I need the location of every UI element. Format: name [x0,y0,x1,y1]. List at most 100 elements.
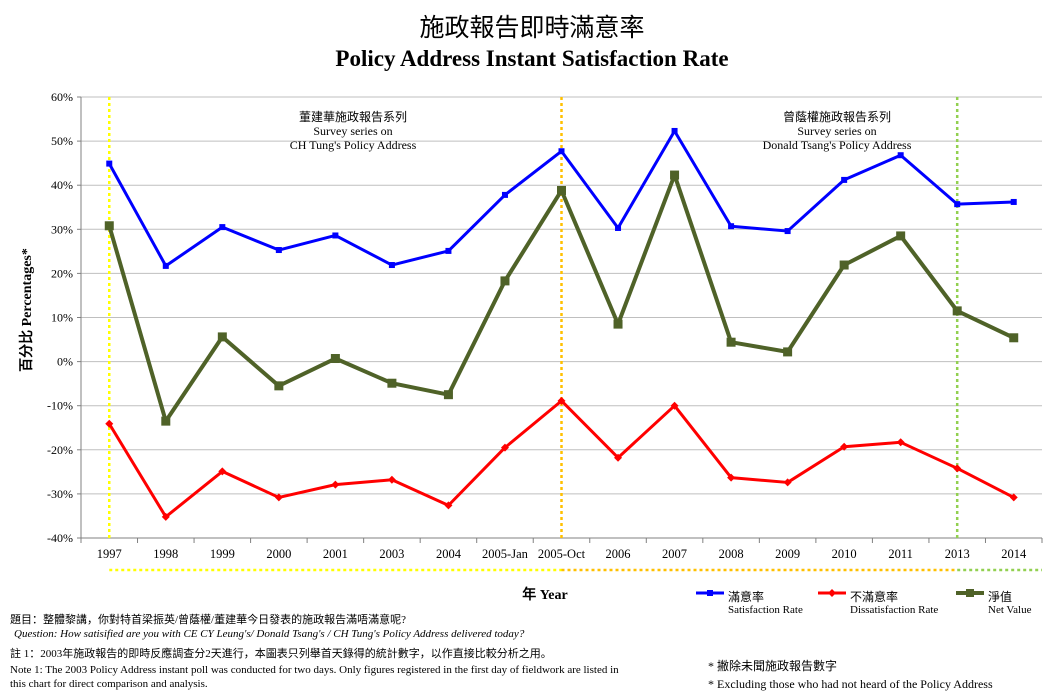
note1-en-line1: Note 1: The 2003 Policy Address instant … [10,664,619,676]
data-point-marker [557,185,566,195]
y-tick-label: -30% [47,487,73,501]
data-point-marker [330,354,340,364]
data-point-marker [783,478,792,487]
y-tick-label: 20% [51,266,73,280]
question-en: Question: How satisified are you with CE… [14,628,525,640]
note1-en-line2: this chart for direct comparison and ana… [10,678,208,690]
x-tick-label: 2009 [775,547,800,561]
data-point-marker [671,127,678,134]
x-tick-label: 1998 [153,547,178,561]
data-point-marker [896,438,905,447]
data-point-marker [387,378,397,388]
legend-net-value: 淨值 Net Value [956,588,1056,622]
data-point-marker [444,501,453,510]
legend-dissatisfaction-zh: 不滿意率 [850,590,899,604]
data-point-marker [274,381,284,391]
annotation-tung-zh: 董建華施政報告系列 [298,110,407,124]
y-tick-label: 40% [51,178,73,192]
data-point-marker [161,512,170,521]
x-tick-label: 2005-Jan [482,547,529,561]
data-point-marker [275,247,282,254]
data-point-marker [613,319,623,329]
question-zh: 題目：整體黎講，你對特首梁振英/曾蔭權/董建華今日發表的施政報告滿唔滿意呢? [10,614,406,626]
data-point-marker [783,347,793,357]
data-point-marker [557,396,566,405]
x-tick-label: 2010 [832,547,857,561]
chart-title-en: Policy Address Instant Satisfaction Rate [335,46,729,71]
legend-net-zh: 淨值 [988,590,1013,604]
annotation-tsang-series: 曾蔭權施政報告系列 Survey series on Donald Tsang'… [722,110,952,152]
annotation-tsang-zh: 曾蔭權施政報告系列 [782,110,891,124]
x-tick-label: 1999 [210,547,235,561]
y-tick-label: -20% [47,443,73,457]
x-tick-label: 2006 [606,547,631,561]
footnote-zh: * 撇除未聞施政報告數字 [708,659,838,673]
data-point-marker [839,260,849,270]
data-point-marker [387,475,396,484]
x-tick-label: 2011 [888,547,913,561]
annotation-tung-en2: CH Tung's Policy Address [289,138,417,152]
footnote-en: * Excluding those who had not heard of t… [708,677,993,691]
data-point-marker [219,224,226,231]
annotation-tsang-en1: Survey series on [797,124,877,138]
data-point-marker [952,306,962,316]
note1-zh: 註 1：2003年施政報告的即時反應調查分2天進行，本圖表只列舉首天錄得的統計數… [10,648,552,660]
legend-dissatisfaction-line-icon [818,589,846,597]
data-point-marker [897,152,904,159]
data-point-marker [331,480,340,489]
x-tick-label: 2013 [945,547,970,561]
data-point-marker [728,223,735,230]
x-tick-label: 2000 [266,547,291,561]
data-point-marker [445,247,452,254]
data-point-marker [500,443,509,452]
legend-net-line-icon [956,589,984,597]
x-tick-label: 2004 [436,547,462,561]
y-axis-label: 百分比 Percentages* [20,248,35,372]
chart-title-zh: 施政報告即時滿意率 [419,15,645,42]
data-point-marker [1009,333,1019,343]
x-tick-label: 2003 [379,547,404,561]
data-point-marker [784,228,791,235]
x-tick-label: 2014 [1001,547,1027,561]
y-tick-label: -40% [47,531,73,545]
y-tick-label: 0% [57,355,73,369]
data-point-marker [726,337,736,347]
data-point-marker [841,176,848,183]
data-point-marker [217,332,227,342]
data-point-marker [161,416,171,426]
legend-satisfaction-line-icon [696,590,724,596]
data-point-marker [615,224,622,231]
legend-net-en: Net Value [988,604,1032,616]
data-point-marker [614,453,623,462]
x-tick-label: 2007 [662,547,687,561]
data-point-marker [840,442,849,451]
legend-dissatisfaction: 不滿意率 Dissatisfaction Rate [818,588,958,622]
data-point-marker [274,493,283,502]
data-point-marker [953,464,962,473]
legend-satisfaction: 滿意率 Satisfaction Rate [696,588,826,622]
data-point-marker [162,262,169,269]
annotation-tung-series: 董建華施政報告系列 Survey series on CH Tung's Pol… [238,110,468,152]
data-point-marker [105,419,114,428]
y-tick-label: 50% [51,134,73,148]
data-point-marker [388,262,395,269]
annotation-tung-en1: Survey series on [313,124,393,138]
data-point-marker [104,221,114,231]
y-tick-label: 10% [51,311,73,325]
data-point-marker [500,276,510,286]
data-point-marker [443,390,453,400]
data-point-marker [332,232,339,239]
data-point-marker [1009,493,1018,502]
x-tick-label: 2005-Oct [538,547,586,561]
annotation-tsang-en2: Donald Tsang's Policy Address [762,138,912,152]
x-tick-label: 2008 [719,547,744,561]
data-point-marker [727,473,736,482]
legend-dissatisfaction-en: Dissatisfaction Rate [850,604,939,616]
y-tick-label: -10% [47,399,73,413]
data-point-marker [1010,198,1017,205]
x-tick-label: 2001 [323,547,348,561]
y-tick-label: 30% [51,222,73,236]
data-point-marker [896,231,906,241]
data-point-marker [501,191,508,198]
